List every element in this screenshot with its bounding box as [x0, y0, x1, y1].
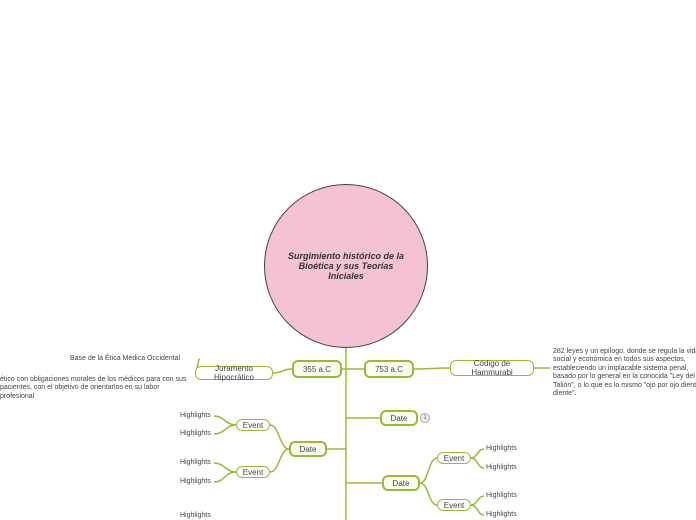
event-node[interactable]: Event — [437, 499, 471, 511]
event-node[interactable]: Event — [437, 452, 471, 464]
highlight-label: Highlights — [180, 512, 211, 520]
central-topic[interactable]: Surgimiento histórico de la Bioética y s… — [264, 184, 428, 348]
event-node[interactable]: Event — [236, 466, 270, 478]
node-hipocratico[interactable]: Juramento Hipocrático — [195, 366, 273, 380]
branch-label: 753 a.C — [375, 365, 403, 374]
text-etica-heading: Base de la Ética Médica Occidental — [70, 355, 180, 363]
date-label: Date — [391, 414, 408, 423]
event-label: Event — [444, 454, 464, 463]
event-label: Event — [444, 501, 464, 510]
count-badge: 1 — [420, 413, 430, 423]
branch-355ac[interactable]: 355 a.C — [292, 360, 342, 378]
event-label: Event — [243, 468, 263, 477]
text-hipocratico-desc: ético con obligaciones morales de los mé… — [0, 376, 190, 401]
branch-label: 355 a.C — [303, 365, 331, 374]
event-label: Event — [243, 421, 263, 430]
branch-753ac[interactable]: 753 a.C — [364, 360, 414, 378]
date-node[interactable]: Date — [382, 475, 420, 491]
node-label: Código de Hammurabi — [457, 359, 527, 377]
highlight-label: Highlights — [180, 459, 211, 467]
highlight-label: Highlights — [486, 464, 517, 472]
date-label: Date — [393, 479, 410, 488]
text-hammurabi-desc: 282 leyes y un epílogo, donde se regula … — [553, 348, 696, 398]
highlight-label: Highlights — [180, 478, 211, 486]
date-node[interactable]: Date — [380, 410, 418, 426]
highlight-label: Highlights — [486, 492, 517, 500]
highlight-label: Highlights — [180, 412, 211, 420]
highlight-label: Highlights — [486, 445, 517, 453]
highlight-label: Highlights — [180, 430, 211, 438]
node-label: Juramento Hipocrático — [202, 364, 266, 382]
highlight-label: Highlights — [486, 511, 517, 519]
date-node[interactable]: Date — [289, 441, 327, 457]
node-hammurabi[interactable]: Código de Hammurabi — [450, 360, 534, 376]
date-label: Date — [300, 445, 317, 454]
event-node[interactable]: Event — [236, 419, 270, 431]
